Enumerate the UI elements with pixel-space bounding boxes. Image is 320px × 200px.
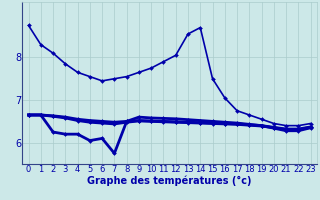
X-axis label: Graphe des températures (°c): Graphe des températures (°c) — [87, 176, 252, 186]
